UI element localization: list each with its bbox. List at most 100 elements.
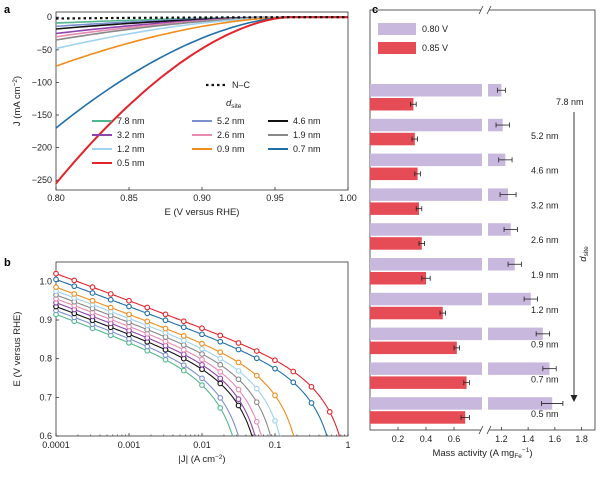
break-mask-bottom (481, 427, 489, 433)
bar-0-8-left (370, 362, 482, 375)
tafel-marker-6-10 (235, 368, 242, 374)
bar-1-3 (370, 202, 419, 215)
bar-0-4-left (370, 223, 482, 236)
tafel-marker-7-1 (71, 291, 78, 297)
tafel-marker-7-10 (235, 359, 242, 366)
bar-0-4-right (488, 223, 511, 236)
tafel-marker-0-7 (180, 367, 187, 374)
tafel-marker-8-1 (71, 283, 78, 290)
tafel-marker-6-11 (253, 385, 260, 392)
tafel-marker-6-12 (272, 417, 278, 424)
bar-0-2-left (370, 153, 482, 167)
bar-0-6-left (370, 292, 482, 306)
bar-1-7 (370, 341, 457, 355)
category-label-c-0: 7.8 nm (556, 97, 584, 107)
tafel-marker-8-5 (144, 310, 151, 317)
tafel-marker-8-7 (180, 324, 187, 331)
x-tick-label-a: 0.90 (193, 193, 211, 203)
tafel-marker-8-6 (162, 317, 169, 324)
tafel-marker-7-11 (253, 372, 260, 379)
x-tick-label-a: 0.95 (266, 193, 284, 203)
y-tick-label-b: 1.0 (39, 276, 52, 286)
tafel-marker-9-3 (107, 291, 114, 297)
tafel-marker-9-6 (162, 311, 169, 318)
y-tick-label-a: −150 (32, 110, 52, 120)
y-tick-label-a: 0 (47, 12, 52, 22)
tafel-marker-1-7 (180, 362, 187, 369)
tafel-marker-8-11 (253, 355, 260, 362)
x-axis-label-b-close: ) (222, 454, 225, 465)
x-axis-label-c-main: Mass activity (A mg (432, 448, 514, 459)
tafel-marker-7-5 (144, 318, 151, 325)
dsite-annotation-d: d (578, 256, 589, 262)
reference-curve-nc (55, 16, 348, 20)
tafel-marker-0-9 (217, 405, 224, 411)
tafel-marker-4-9 (217, 369, 224, 375)
bar-0-7-left (370, 327, 482, 341)
y-axis-label-a-sup: −2 (12, 79, 19, 87)
tafel-marker-8-10 (235, 346, 242, 353)
bar-0-1-left (370, 118, 482, 132)
tafel-marker-9-13 (290, 368, 297, 375)
y-tick-label-a: −200 (32, 143, 52, 153)
tafel-marker-5-8 (199, 351, 205, 357)
lsv-curve-9 (55, 16, 348, 185)
legend-label-c-1: 0.85 V (422, 43, 448, 53)
tafel-marker-7-2 (89, 297, 96, 304)
x-axis-label-c-close: ) (529, 448, 532, 459)
axis-break-mark-1 (486, 5, 492, 15)
tafel-marker-8-3 (107, 296, 114, 303)
category-label-c-1: 5.2 nm (531, 131, 559, 141)
tafel-marker-2-8 (199, 366, 205, 373)
legend-swatch-c-1 (378, 42, 416, 54)
y-tick-label-b: 0.8 (39, 354, 52, 364)
x-tick-label-b: 0.1 (269, 440, 282, 450)
tafel-marker-9-11 (253, 348, 260, 354)
x-tick-label-c: 1.8 (575, 434, 588, 444)
tafel-marker-1-5 (144, 343, 151, 350)
y-tick-label-a: −100 (32, 77, 52, 87)
tafel-marker-8-8 (199, 331, 205, 338)
bar-0-3-left (370, 188, 482, 201)
tafel-marker-7-7 (180, 332, 187, 339)
y-tick-label-b: 0.6 (39, 431, 52, 441)
x-tick-label-a: 0.80 (47, 193, 65, 203)
tafel-marker-9-14 (308, 383, 315, 390)
panel-b-chart: 0.0001 0.001 0.01 0.1 1 0.6 0.7 0.8 0.9 1.0 |J| (A… (12, 261, 351, 465)
dsite-arrow-head (570, 395, 578, 402)
tafel-marker-9-8 (199, 325, 205, 332)
tafel-curve-8 (55, 278, 329, 437)
tafel-marker-8-2 (89, 290, 96, 296)
tafel-marker-7-3 (107, 304, 114, 311)
tafel-marker-9-5 (144, 304, 151, 311)
bar-1-1 (370, 132, 415, 146)
panel-label-a: a (4, 4, 11, 16)
tafel-marker-8-9 (217, 338, 224, 345)
bar-1-6 (370, 306, 443, 320)
x-tick-label-b: 1 (345, 440, 350, 450)
legend-label-a-7: 0.9 nm (217, 144, 245, 154)
tafel-curve-7 (55, 286, 295, 437)
category-label-c-8: 0.7 nm (531, 374, 559, 384)
y-axis-label-a-close: ) (12, 76, 23, 79)
x-tick-label-a: 0.85 (120, 193, 138, 203)
legend-label-a-5: 1.9 nm (293, 130, 321, 140)
tafel-marker-3-8 (199, 361, 205, 368)
x-tick-label-b: 0.0001 (42, 440, 70, 450)
bar-0-3-right (488, 188, 509, 201)
bar-0-9-right (488, 397, 553, 410)
tafel-marker-9-0 (53, 270, 59, 277)
legend-title-d: d (226, 98, 232, 109)
tafel-marker-6-7 (180, 337, 187, 344)
legend-label-a-6: 1.2 nm (117, 144, 145, 154)
x-tick-label-b: 0.001 (118, 440, 141, 450)
bar-0-8-right (488, 362, 550, 375)
tafel-marker-4-10 (235, 386, 242, 393)
tafel-marker-7-8 (199, 340, 205, 347)
category-label-c-5: 1.9 nm (531, 270, 559, 280)
bar-0-9-left (370, 397, 482, 410)
x-axis-label-c-sup: −1 (522, 447, 530, 454)
tafel-marker-9-7 (180, 318, 187, 325)
panel-c-chart: 0.2 0.4 0.6 1.2 1.4 1.6 1.8 Mass activity (A mg… (369, 5, 596, 460)
